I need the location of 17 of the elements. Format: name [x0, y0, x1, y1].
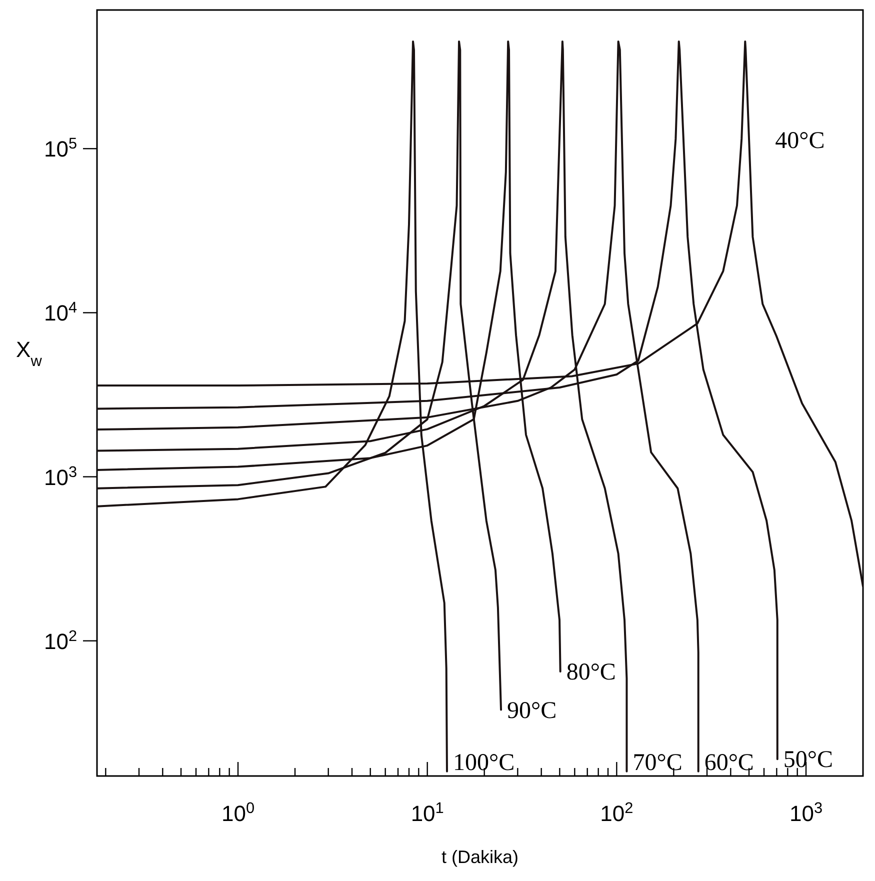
series-label: 70°C	[632, 750, 682, 776]
x-tick-label: 10$^{2}$	[600, 800, 634, 826]
x-axis-title: t (Dakika)	[441, 847, 519, 867]
series-label: 100°C	[452, 750, 515, 776]
y-tick-label: 10$^{2}$	[44, 627, 77, 654]
y-tick-label: 10$^{4}$	[44, 299, 78, 326]
series-label: 90°C	[507, 698, 557, 724]
y-tick-label: 10$^{5}$	[44, 135, 77, 162]
y-axis-title: X$_{w}$	[16, 337, 43, 370]
series-label: 50°C	[783, 747, 833, 774]
series-label: 60°C	[704, 750, 754, 776]
x-tick-label: 10$^{1}$	[410, 800, 444, 826]
series-label: 80°C	[566, 660, 616, 686]
x-tick-label: 10$^{3}$	[789, 800, 823, 826]
y-tick-label: 10$^{3}$	[44, 463, 77, 490]
x-tick-label: 10$^{0}$	[221, 800, 255, 826]
series-label: 40°C	[775, 128, 825, 154]
